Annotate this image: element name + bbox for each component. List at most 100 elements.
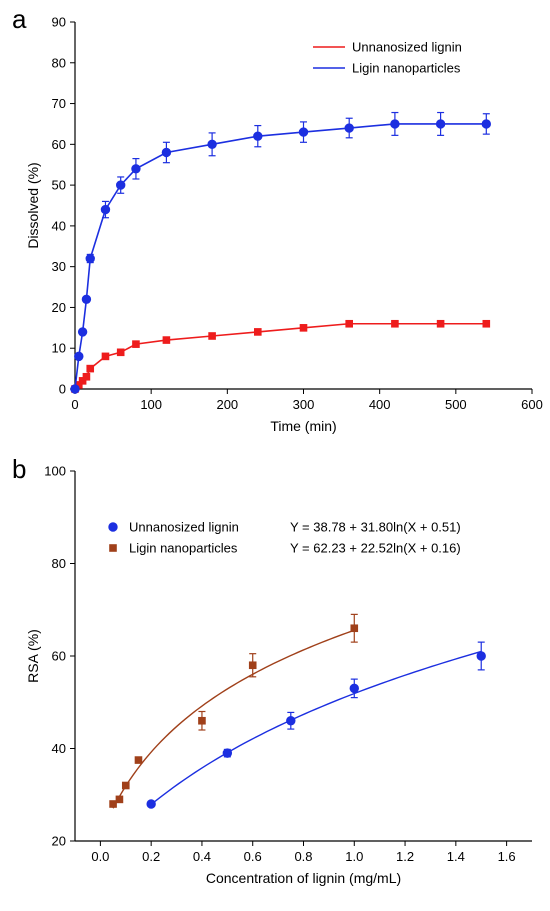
panel-b-letter: b — [12, 454, 26, 484]
panel-a-data-point — [254, 328, 262, 336]
panel-b-legend-swatch — [109, 544, 117, 552]
panel-a-data-point — [86, 364, 95, 373]
panel-b-y-tick-label: 80 — [52, 556, 66, 571]
panel-a-data-point — [299, 324, 308, 332]
panel-b-data-point — [350, 624, 359, 633]
panel-b-legend-swatch — [108, 522, 118, 532]
panel-a-x-tick-label: 0 — [71, 397, 78, 412]
panel-b-legend-label: Ligin nanoparticles — [129, 541, 238, 556]
panel-a-data-point — [435, 119, 446, 129]
panel-b-x-tick-label: 0.0 — [91, 849, 109, 864]
panel-b-x-axis-title: Concentration of lignin (mg/mL) — [206, 870, 401, 886]
panel-a-legend: Unnanosized lignin Ligin nanoparticles — [313, 40, 462, 76]
panel-b-x-tick-label: 0.8 — [294, 849, 312, 864]
panel-a-data-point — [132, 340, 140, 348]
panel-a-data-point — [131, 164, 141, 174]
panel-a-x-axis-title: Time (min) — [270, 418, 336, 434]
panel-a-series-2 — [70, 111, 491, 394]
panel-b-x-tick-label: 1.0 — [345, 849, 363, 864]
panel-a-series-1 — [71, 319, 491, 393]
panel-b-data-point — [248, 661, 257, 670]
panel-a-x-tick-label: 200 — [216, 397, 238, 412]
panel-b-data-point — [198, 716, 206, 725]
panel-b-fit-curve — [150, 650, 482, 806]
panel-a-y-tick-label: 70 — [52, 96, 66, 111]
panel-a-data-point — [390, 119, 400, 129]
panel-a-y-tick-label: 40 — [52, 218, 66, 233]
panel-a-data-point — [161, 147, 172, 158]
panel-b-equation: Y = 62.23 + 22.52ln(X + 0.16) — [290, 541, 461, 556]
panel-a-series-line — [74, 322, 487, 390]
panel-a-data-point — [101, 352, 110, 361]
panel-a-data-point — [162, 336, 171, 344]
panel-a-legend-label: Ligin nanoparticles — [352, 61, 461, 76]
panel-b-data-point — [286, 716, 296, 726]
panel-a-data-point — [116, 348, 125, 357]
panel-a-data-point — [436, 319, 445, 328]
panel-a-data-point — [100, 204, 111, 215]
panel-b-y-tick-label: 60 — [52, 649, 66, 664]
panel-a-y-axis-title: Dissolved (%) — [25, 162, 41, 248]
panel-b-legend-label: Unnanosized lignin — [129, 520, 239, 535]
panel-a-series-line — [74, 123, 487, 390]
panel-b-x-tick-label: 0.2 — [142, 849, 160, 864]
panel-b-x-tick-label: 1.2 — [396, 849, 414, 864]
panel-a-data-point — [75, 381, 83, 389]
panel-b-x-tick-label: 0.4 — [193, 849, 211, 864]
panel-a-data-point — [345, 319, 353, 328]
panel-a-y-tick-label: 80 — [52, 55, 66, 70]
panel-a-data-point — [207, 139, 217, 150]
panel-b-fit-curve — [112, 629, 355, 809]
panel-b-data-point — [146, 799, 156, 809]
panel-b-x-tick-label: 1.4 — [447, 849, 465, 864]
panel-a-data-point — [253, 131, 263, 141]
panel-a-data-point — [116, 180, 126, 190]
panel-b-data-point — [222, 748, 233, 758]
panel-a-y-tick-label: 90 — [52, 15, 66, 30]
panel-a-data-point — [344, 123, 354, 133]
panel-a-data-point — [74, 351, 84, 362]
panel-b-data-point — [121, 781, 130, 790]
panel-b-series-2 — [109, 613, 359, 809]
panel-b: b 0.0 0.2 0.4 0.6 0.8 1.0 1.2 1.4 1.6 20 40 60 80 100 C… — [12, 454, 532, 886]
panel-b-data-point — [476, 651, 486, 661]
panel-b-y-tick-label: 40 — [52, 741, 66, 756]
panel-a-letter: a — [12, 4, 27, 34]
panel-b-data-point — [349, 683, 359, 694]
panel-a-data-point — [208, 332, 216, 340]
panel-b-y-tick-label: 20 — [52, 834, 66, 849]
panel-a-y-tick-label: 30 — [52, 259, 66, 274]
panel-b-series-1 — [146, 641, 486, 809]
panel-b-x-tick-label: 1.6 — [498, 849, 516, 864]
panel-b-y-axis-title: RSA (%) — [25, 629, 41, 683]
panel-a-y-tick-label: 60 — [52, 137, 66, 152]
panel-a-data-point — [81, 294, 92, 304]
panel-a-data-point — [481, 119, 491, 129]
panel-a-y-tick-label: 0 — [59, 382, 66, 397]
panel-a: a 0 100 200 300 400 500 600 0 10 20 30 40 50 60 70 80 90 T… — [12, 4, 543, 434]
panel-b-data-point — [115, 795, 124, 804]
panel-a-data-point — [77, 327, 88, 337]
panel-a-data-point — [298, 127, 309, 137]
panel-a-data-point — [85, 253, 95, 264]
panel-a-x-tick-label: 400 — [369, 397, 391, 412]
panel-b-data-point — [109, 800, 117, 808]
panel-a-y-tick-label: 50 — [52, 178, 66, 193]
panel-a-data-point — [82, 372, 91, 381]
panel-b-y-tick-label: 100 — [44, 464, 66, 479]
panel-a-x-tick-label: 300 — [293, 397, 315, 412]
panel-a-x-tick-label: 100 — [140, 397, 162, 412]
panel-a-y-tick-label: 10 — [52, 341, 66, 356]
panel-a-legend-label: Unnanosized lignin — [352, 40, 462, 55]
panel-a-data-point — [70, 384, 80, 394]
panel-b-equation: Y = 38.78 + 31.80ln(X + 0.51) — [290, 520, 461, 535]
panel-a-data-point — [391, 319, 399, 328]
panel-b-x-tick-label: 0.6 — [244, 849, 262, 864]
panel-a-data-point — [78, 377, 87, 385]
panel-a-x-tick-label: 600 — [521, 397, 543, 412]
panel-a-y-tick-label: 20 — [52, 300, 66, 315]
panel-b-data-point — [134, 756, 143, 764]
panel-a-data-point — [482, 319, 491, 328]
panel-a-x-tick-label: 500 — [445, 397, 467, 412]
